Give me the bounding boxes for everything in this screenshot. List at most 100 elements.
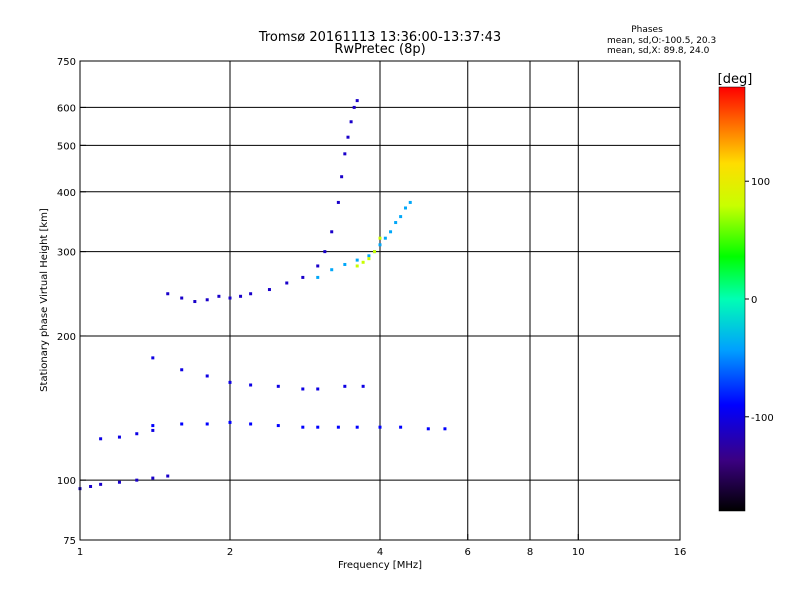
data-point [99, 437, 103, 441]
data-point [346, 135, 350, 139]
data-point [151, 424, 155, 428]
x-tick-label: 10 [572, 547, 585, 558]
data-point [361, 384, 365, 388]
data-point [403, 206, 407, 210]
data-point [343, 152, 347, 156]
gridlines [80, 61, 680, 540]
data-point [343, 262, 347, 266]
data-point [378, 243, 382, 247]
data-point [301, 387, 305, 391]
data-point [166, 474, 170, 478]
data-point [349, 120, 353, 124]
data-point [180, 422, 184, 426]
data-point [239, 294, 243, 298]
data-point [408, 200, 412, 204]
data-point [166, 292, 170, 296]
data-point [89, 484, 93, 488]
data-point [285, 281, 289, 285]
y-tick-label: 400 [57, 188, 76, 199]
data-point [336, 425, 340, 429]
x-tick-label: 8 [527, 547, 533, 558]
data-point [135, 432, 139, 436]
chart-title: Tromsø 20161113 13:36:00-13:37:43 [258, 30, 501, 45]
data-point [205, 422, 209, 426]
colorbar-tick-label: 0 [751, 295, 757, 306]
colorbar-tick-label: -100 [751, 413, 774, 424]
x-tick-label: 1 [77, 547, 83, 558]
data-point [355, 425, 359, 429]
data-point [343, 384, 347, 388]
x-axis-label: Frequency [MHz] [338, 560, 422, 571]
data-point [193, 300, 197, 304]
data-point [394, 221, 398, 225]
data-point [443, 427, 447, 431]
data-point [205, 298, 209, 302]
data-point [180, 368, 184, 372]
data-point [228, 420, 232, 424]
data-point [135, 478, 139, 482]
colorbar-ticks: 100 0 -100 [745, 177, 774, 424]
y-tick-label: 600 [57, 103, 76, 114]
data-point [228, 296, 232, 300]
data-point [426, 427, 430, 431]
data-point [316, 425, 320, 429]
colorbar-tick-label: 100 [751, 177, 770, 188]
data-point [301, 425, 305, 429]
data-point [355, 258, 359, 262]
y-tick-label: 200 [57, 332, 76, 343]
data-point [316, 387, 320, 391]
data-point [249, 422, 253, 426]
data-point [267, 288, 271, 292]
data-point [330, 230, 334, 234]
data-point [361, 260, 365, 264]
data-point [301, 275, 305, 279]
data-point [228, 380, 232, 384]
data-point [249, 383, 253, 387]
data-point [151, 356, 155, 360]
data-point [323, 250, 327, 254]
chart-subtitle: RwPretec (8p) [334, 42, 425, 57]
data-point [355, 264, 359, 268]
x-tick-label: 16 [674, 547, 687, 558]
data-point [99, 482, 103, 486]
data-point [367, 257, 371, 261]
x-tick-label: 2 [227, 547, 233, 558]
data-point [355, 99, 359, 103]
data-point [217, 294, 221, 298]
data-point [399, 425, 403, 429]
y-tick-label: 300 [57, 248, 76, 259]
data-point [383, 236, 387, 240]
data-point [340, 175, 344, 179]
data-point [330, 268, 334, 272]
data-point [336, 200, 340, 204]
data-point [316, 264, 320, 268]
data-point [367, 254, 371, 258]
data-point [352, 105, 356, 109]
y-tick-label: 75 [63, 536, 76, 547]
data-point [316, 275, 320, 279]
data-point [151, 476, 155, 480]
data-point [249, 292, 253, 296]
colorbar-label: [deg] [718, 72, 753, 87]
x-tick-label: 4 [377, 547, 383, 558]
data-point [399, 215, 403, 219]
data-point [180, 296, 184, 300]
data-point [373, 250, 377, 254]
data-point [389, 230, 393, 234]
data-point [205, 374, 209, 378]
y-axis-label: Stationary phase Virtual Height [km] [39, 208, 50, 392]
data-point [378, 425, 382, 429]
colorbar [718, 86, 746, 512]
data-point [276, 384, 280, 388]
data-point [378, 236, 382, 240]
x-axis-ticks: 1 2 4 6 8 10 16 [77, 534, 687, 558]
x-tick-label: 6 [465, 547, 471, 558]
stats-line-x: mean, sd,X: 89.8, 24.0 [607, 46, 710, 56]
stats-line-o: mean, sd,O:-100.5, 20.3 [607, 36, 716, 46]
data-point [117, 480, 121, 484]
data-point [151, 428, 155, 432]
y-axis-ticks: 75 100 200 300 400 500 600 750 [57, 57, 86, 547]
y-tick-label: 750 [57, 57, 76, 68]
data-point [117, 435, 121, 439]
